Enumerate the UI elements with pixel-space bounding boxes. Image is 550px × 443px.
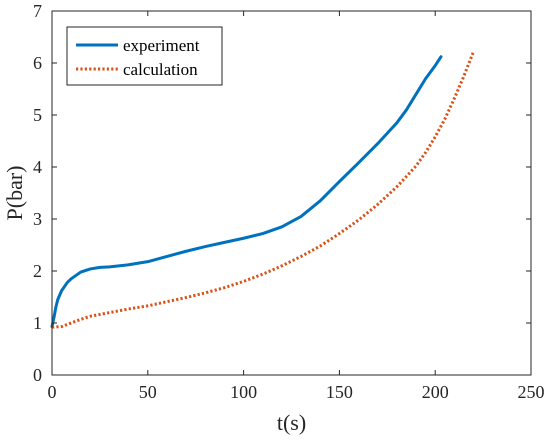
legend-label-calculation: calculation [123, 60, 198, 79]
axes-box [51, 10, 532, 376]
x-tick-label: 250 [518, 382, 545, 402]
y-tick-label: 5 [33, 105, 42, 125]
x-tick-label: 200 [422, 382, 449, 402]
y-tick-label: 7 [33, 1, 42, 21]
series-line-calculation [51, 51, 475, 329]
x-tick-label: 100 [230, 382, 257, 402]
x-axis-title: t(s) [277, 410, 306, 435]
y-tick-label: 3 [33, 209, 42, 229]
y-tick-label: 6 [33, 53, 42, 73]
axes-layer: 0 50 100 150 200 250 0 1 2 3 4 5 6 7 [33, 1, 545, 402]
y-tick-label: 1 [33, 313, 42, 333]
y-axis-title: P(bar) [2, 166, 27, 221]
y-tick-label: 0 [33, 365, 42, 385]
y-tick-label: 4 [33, 157, 42, 177]
series-layer [50, 51, 475, 329]
x-tick-label: 150 [326, 382, 353, 402]
legend-box [66, 26, 223, 86]
x-tick-label: 0 [48, 382, 57, 402]
x-tick-label: 50 [139, 382, 157, 402]
legend-label-experiment: experiment [123, 36, 200, 55]
legend: experiment calculation [66, 26, 223, 86]
y-tick-label: 2 [33, 261, 42, 281]
series-line-experiment [50, 55, 443, 329]
